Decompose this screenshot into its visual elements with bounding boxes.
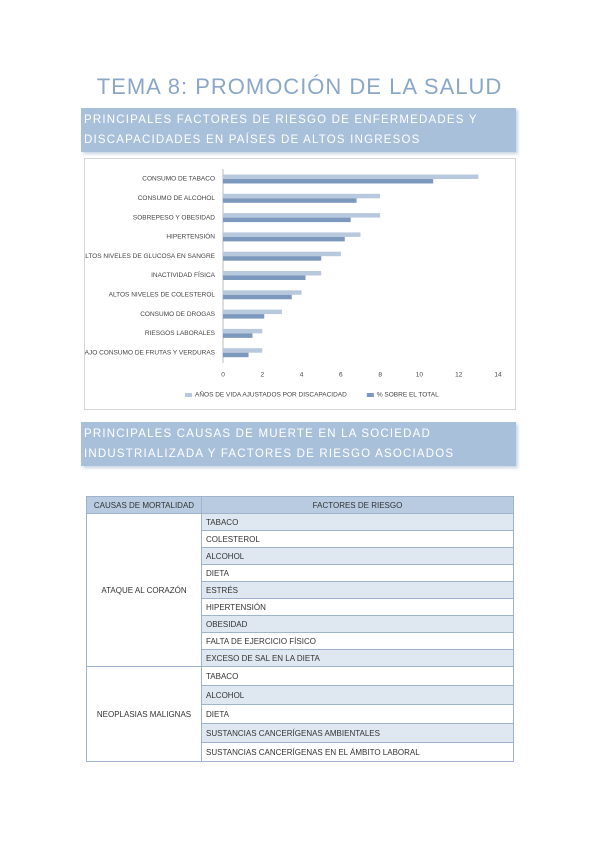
legend-swatch [366, 393, 374, 397]
table-header: FACTORES DE RIESGO [201, 496, 514, 514]
factor-cell: DIETA [201, 564, 514, 582]
factor-cell: TABACO [201, 513, 514, 531]
page-title: TEMA 8: PROMOCIÓN DE LA SALUD [96, 74, 503, 99]
factor-cell: ESTRÉS [201, 581, 514, 599]
bar [223, 236, 345, 242]
risk-table: CAUSAS DE MORTALIDAD FACTORES DE RIESGO AT… [86, 496, 514, 762]
factor-cell: SUSTANCIAS CANCERÍGENAS AMBIENTALES [201, 723, 514, 743]
table-row: SUSTANCIAS CANCERÍGENAS AMBIENTALES [87, 723, 514, 743]
y-tick-label: RIESGOS LABORALES [145, 330, 216, 337]
y-tick-label: CONSUMO DE DROGAS [140, 311, 215, 318]
table-row: EXCESO DE SAL EN LA DIETA [87, 649, 514, 667]
bar [223, 348, 263, 353]
legend-label: % SOBRE EL TOTAL [377, 392, 439, 399]
factor-cell: ALCOHOL [201, 685, 514, 705]
bar [223, 294, 292, 300]
factor-cell: ALCOHOL [201, 547, 514, 565]
bar [223, 198, 357, 203]
bar [223, 251, 341, 257]
section-heading: PRINCIPALES CAUSAS DE MUERTE EN LA SOCIE… [81, 422, 516, 466]
bar [223, 314, 265, 319]
table-row: SUSTANCIAS CANCERÍGENAS EN EL ÁMBITO LAB… [87, 742, 514, 762]
section-heading: PRINCIPALES FACTORES DE RIESGO DE ENFERM… [81, 108, 516, 152]
x-tick-label: 0 [221, 372, 225, 379]
x-tick-label: 6 [339, 372, 343, 379]
x-tick-label: 2 [260, 372, 264, 379]
bar [223, 193, 381, 199]
y-tick-label: INACTIVIDAD FÍSICA [151, 270, 216, 279]
table-row: ESTRÉS [87, 581, 514, 599]
x-tick-label: 12 [455, 372, 463, 379]
bar [223, 217, 351, 223]
legend-label: AÑOS DE VIDA AJUSTADOS POR DISCAPACIDAD [195, 390, 347, 399]
y-tick-label: ALTOS NIVELES DE COLESTEROL [109, 292, 216, 299]
table-row: ATAQUE AL CORAZÓN TABACO [86, 513, 514, 667]
x-tick-label: 4 [300, 372, 304, 379]
cause-cell: ATAQUE AL CORAZÓN [86, 513, 202, 667]
legend-swatch [185, 393, 192, 397]
table-row: ALCOHOL [87, 547, 514, 565]
table-row: OBESIDAD [87, 615, 514, 633]
bar [223, 352, 249, 358]
bar [223, 275, 306, 280]
bar [223, 328, 263, 334]
factor-cell: FALTA DE EJERCICIO FÍSICO [201, 632, 514, 650]
bar [223, 333, 253, 338]
factor-cell: EXCESO DE SAL EN LA DIETA [201, 649, 514, 667]
factor-cell: HIPERTENSIÓN [201, 598, 514, 616]
factor-cell: COLESTEROL [201, 530, 514, 548]
y-tick-label: SOBREPESO Y OBESIDAD [133, 214, 215, 221]
bar [223, 271, 322, 276]
factor-cell: SUSTANCIAS CANCERÍGENAS EN EL ÁMBITO LAB… [201, 742, 514, 762]
table-row: NEOPLASIAS MALIGNAS TABACO [86, 666, 514, 762]
chart: 0 2 4 6 8 10 12 14 CONSUMO DE TABACO CONSUMO DE A… [84, 158, 516, 410]
factor-cell: OBESIDAD [201, 615, 514, 633]
bar [223, 213, 381, 218]
y-tick-label: CONSUMO DE TABACO [142, 176, 215, 183]
cause-cell: NEOPLASIAS MALIGNAS [86, 666, 202, 762]
bar [223, 179, 434, 184]
table-header: CAUSAS DE MORTALIDAD [86, 496, 202, 514]
x-tick-label: 8 [378, 372, 382, 379]
table-row: ALCOHOL [87, 685, 514, 705]
bar [223, 290, 302, 295]
bar [223, 232, 361, 237]
bar [223, 174, 479, 179]
y-tick-label: CONSUMO DE ALCOHOL [138, 195, 216, 202]
x-tick-label: 14 [494, 372, 502, 379]
bar [223, 256, 322, 261]
y-tick-label: HIPERTENSIÓN [166, 232, 215, 241]
x-tick-label: 10 [416, 372, 424, 379]
factor-cell: TABACO [201, 666, 514, 686]
factor-cell: DIETA [201, 704, 514, 724]
y-tick-label: ALTOS NIVELES DE GLUCOSA EN SANGRE [84, 253, 216, 260]
bar [223, 309, 282, 315]
y-tick-label: BAJO CONSUMO DE FRUTAS Y VERDURAS [84, 349, 216, 356]
